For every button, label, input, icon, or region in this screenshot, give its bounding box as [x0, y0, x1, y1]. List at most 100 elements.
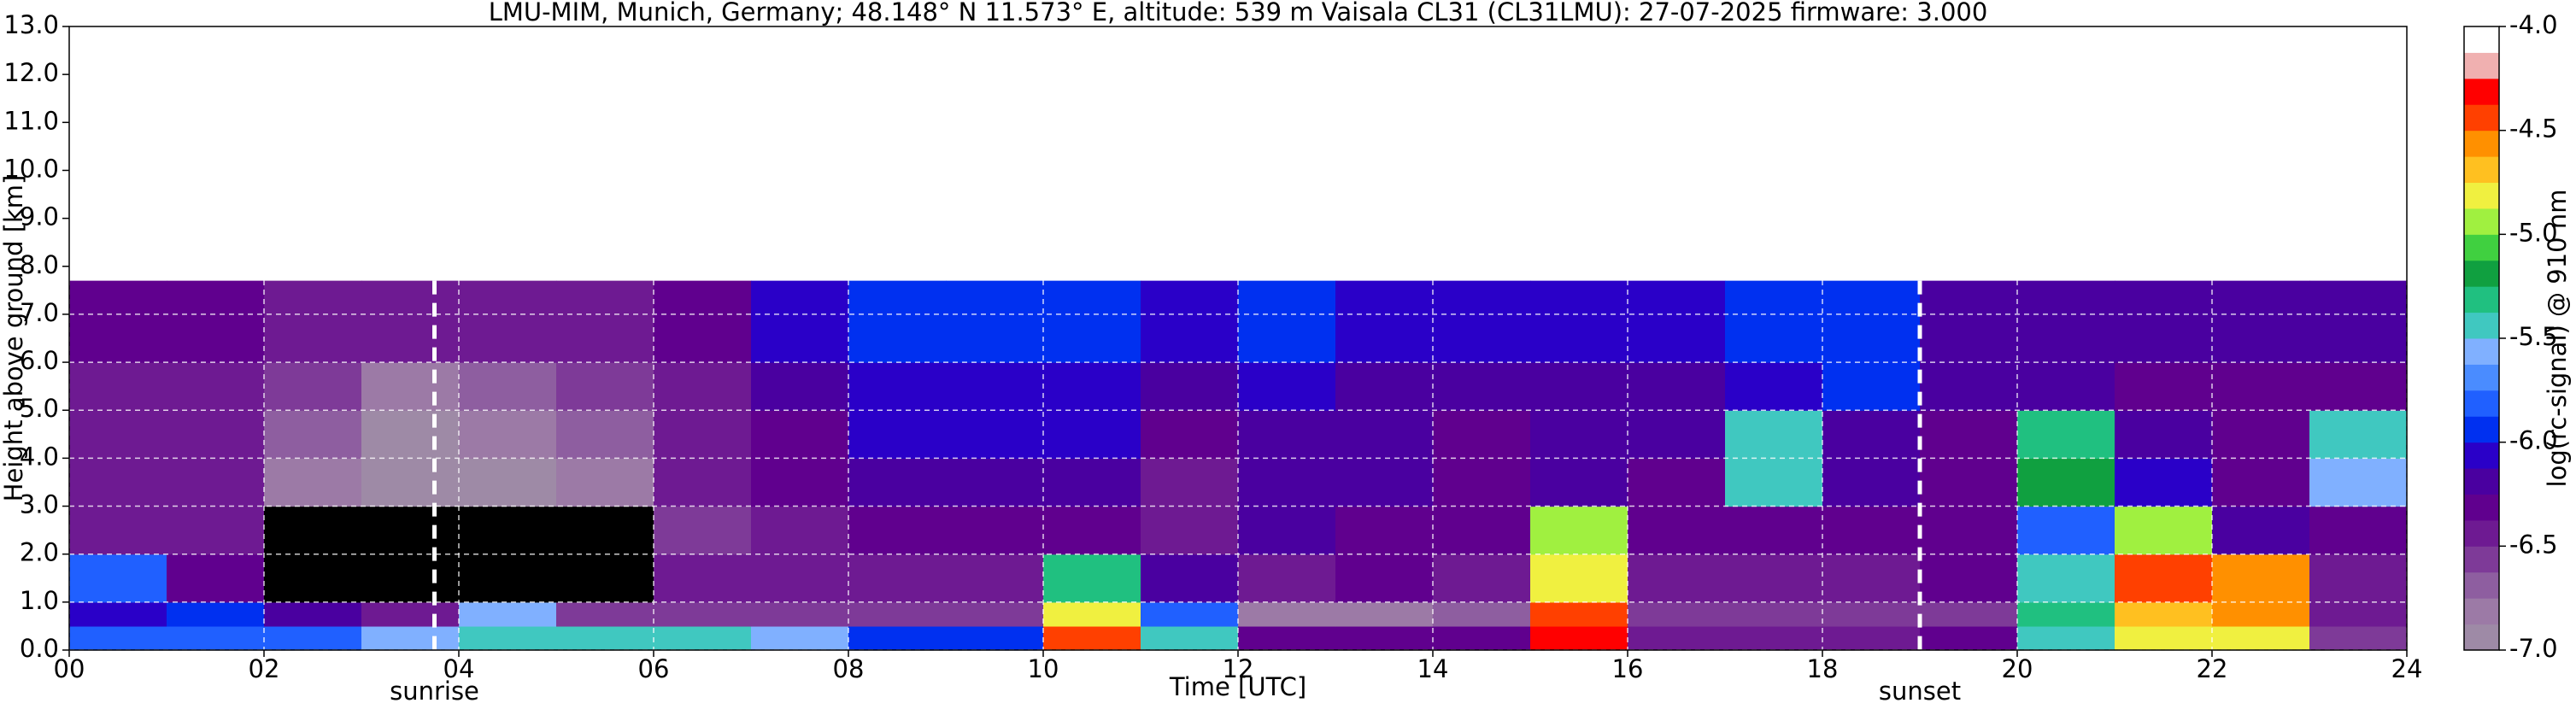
heatmap-cell [2212, 410, 2310, 459]
heatmap-cell [751, 410, 849, 459]
heatmap-cell [2115, 362, 2213, 411]
heatmap-cell [1238, 554, 1336, 603]
x-tick-label: 22 [2197, 654, 2228, 683]
heatmap-cell [1043, 554, 1141, 603]
heatmap-cell [751, 280, 849, 363]
heatmap-cell [2115, 410, 2213, 459]
heatmap-cell [1920, 625, 2018, 651]
heatmap-cell [1043, 506, 1141, 555]
heatmap-cell [1238, 362, 1336, 411]
y-tick-label: 2.0 [20, 538, 59, 567]
heatmap-cell [2309, 410, 2408, 459]
heatmap-cell [459, 362, 557, 411]
y-tick-label: 3.0 [20, 490, 59, 519]
heatmap-cell [1238, 280, 1336, 363]
heatmap-cell [459, 410, 557, 459]
heatmap-cell [1433, 280, 1531, 363]
annotation-label: sunrise [390, 677, 479, 706]
heatmap-cell [1238, 458, 1336, 507]
heatmap-cell [1141, 601, 1239, 627]
heatmap-cell [1725, 601, 1823, 627]
heatmap-cell [1628, 362, 1726, 411]
heatmap-cell [1530, 506, 1628, 555]
heatmap-cell [2017, 410, 2115, 459]
heatmap-cell [459, 280, 557, 363]
heatmap-cell [946, 554, 1044, 603]
heatmap-cell [654, 362, 752, 411]
heatmap-cell [361, 601, 460, 627]
x-tick-label: 10 [1028, 654, 1059, 683]
x-tick-label: 24 [2391, 654, 2423, 683]
heatmap-cell [1822, 410, 1921, 459]
heatmap-cell [2309, 506, 2408, 555]
heatmap-cell [1628, 506, 1726, 555]
heatmap-cell [556, 458, 654, 507]
heatmap-cell [1238, 506, 1336, 555]
heatmap-cell [167, 458, 265, 507]
heatmap-cell [459, 458, 557, 507]
heatmap-cell [1335, 625, 1434, 651]
heatmap-cell [1530, 458, 1628, 507]
heatmap-cell [848, 458, 947, 507]
colorbar-swatch [2464, 260, 2499, 287]
heatmap-cell [264, 554, 362, 603]
y-tick-label: 5.0 [20, 394, 59, 423]
heatmap-cell [654, 554, 752, 603]
colorbar-swatch [2464, 519, 2499, 547]
heatmap-cell [2212, 280, 2310, 363]
heatmap-cell [848, 410, 947, 459]
heatmap-cell [556, 362, 654, 411]
heatmap-cell [1725, 458, 1823, 507]
heatmap-cell [1628, 458, 1726, 507]
heatmap-cell [1822, 362, 1921, 411]
colorbar-tick-label: -7.0 [2509, 634, 2558, 663]
heatmap-cell [264, 601, 362, 627]
colorbar-swatch [2464, 338, 2499, 365]
heatmap-cell [848, 280, 947, 363]
heatmap-cell [1043, 280, 1141, 363]
colorbar-swatch [2464, 312, 2499, 339]
heatmap-cell [2212, 506, 2310, 555]
x-tick-label: 16 [1612, 654, 1644, 683]
heatmap-cell [2017, 601, 2115, 627]
heatmap-cell [1822, 280, 1921, 363]
y-tick-label: 12.0 [3, 58, 59, 87]
heatmap-cell [1433, 625, 1531, 651]
y-tick-label: 8.0 [20, 250, 59, 279]
heatmap-cell [848, 625, 947, 651]
heatmap-cell [167, 506, 265, 555]
heatmap-cell [167, 625, 265, 651]
heatmap-cell [2115, 625, 2213, 651]
heatmap-cell [1141, 625, 1239, 651]
heatmap-cell [751, 554, 849, 603]
heatmap-cell [1043, 458, 1141, 507]
chart-title: LMU-MIM, Munich, Germany; 48.148° N 11.5… [489, 0, 1988, 26]
heatmap-cell [1725, 410, 1823, 459]
heatmap-cell [1628, 280, 1726, 363]
heatmap-cell [556, 280, 654, 363]
heatmap-cell [69, 410, 167, 459]
heatmap-cell [556, 554, 654, 603]
heatmap-cell [848, 601, 947, 627]
y-tick-label: 11.0 [3, 106, 59, 135]
heatmap-cell [69, 458, 167, 507]
heatmap-cell [1822, 506, 1921, 555]
colorbar-swatch [2464, 208, 2499, 235]
heatmap-cell [946, 362, 1044, 411]
heatmap-cell [1335, 554, 1434, 603]
x-tick-label: 00 [54, 654, 85, 683]
colorbar-swatch [2464, 78, 2499, 105]
heatmap-cell [69, 506, 167, 555]
heatmap-cell [264, 625, 362, 651]
heatmap-cell [2115, 280, 2213, 363]
x-tick-label: 12 [1223, 654, 1254, 683]
x-tick-label: 02 [249, 654, 280, 683]
heatmap-cell [848, 554, 947, 603]
heatmap-cell [1141, 362, 1239, 411]
colorbar-swatch [2464, 52, 2499, 79]
heatmap-cell [1530, 280, 1628, 363]
heatmap-cell [1920, 362, 2018, 411]
heatmap-cell [264, 506, 362, 555]
colorbar-swatch [2464, 104, 2499, 132]
